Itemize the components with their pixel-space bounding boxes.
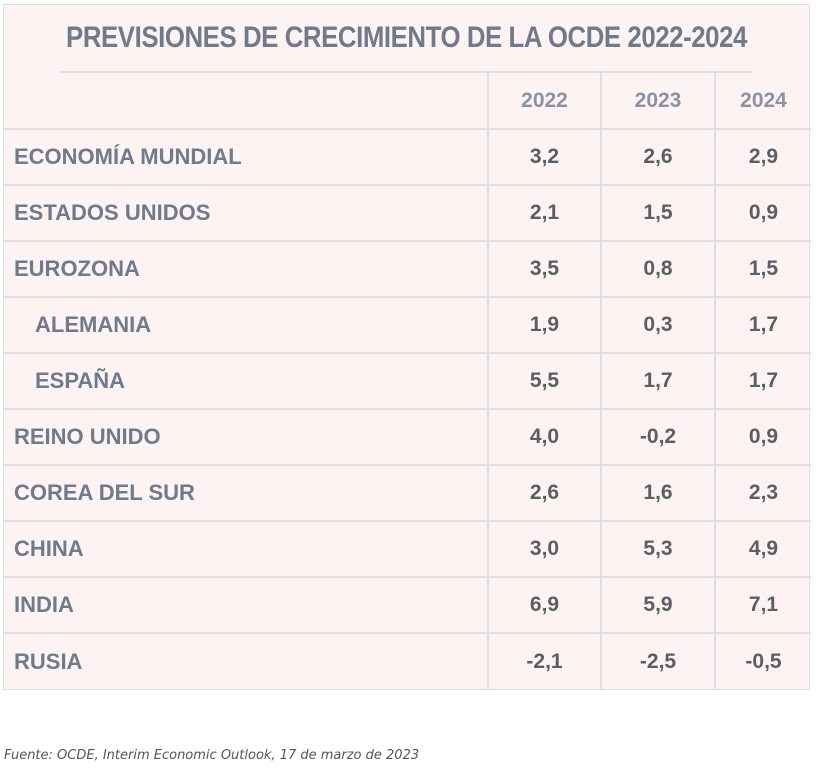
row-label: ALEMANIA: [4, 296, 489, 354]
table-row: EUROZONA 3,5 0,8 1,5: [4, 240, 811, 298]
value-cell-2022: 2,6: [487, 464, 602, 522]
value-cell-2024: 0,9: [714, 408, 811, 466]
value-cell-2024: 1,5: [714, 240, 811, 298]
value-cell-2022: 4,0: [487, 408, 602, 466]
value-cell-2023: 1,7: [600, 352, 716, 410]
table-row: RUSIA -2,1 -2,5 -0,5: [4, 632, 811, 689]
value-cell-2023: 2,6: [600, 129, 716, 186]
value-cell-2023: 5,3: [600, 520, 716, 578]
value-cell-2022: 1,9: [487, 296, 602, 354]
row-label: EUROZONA: [4, 240, 489, 298]
value-cell-2023: 1,6: [600, 464, 716, 522]
row-label: INDIA: [4, 576, 489, 634]
table-row: REINO UNIDO 4,0 -0,2 0,9: [4, 408, 811, 466]
value-cell-2023: -2,5: [600, 632, 716, 689]
table-row: CHINA 3,0 5,3 4,9: [4, 520, 811, 578]
value-cell-2022: 3,0: [487, 520, 602, 578]
table-body: ECONOMÍA MUNDIAL 3,2 2,6 2,9 ESTADOS UNIDOS 2…: [4, 129, 811, 689]
row-label: COREA DEL SUR: [4, 464, 489, 522]
column-header-2022: 2022: [487, 73, 602, 130]
column-header-2023: 2023: [600, 73, 716, 130]
value-cell-2022: 5,5: [487, 352, 602, 410]
value-cell-2024: 4,9: [714, 520, 811, 578]
growth-table: PREVISIONES DE CRECIMIENTO DE LA OCDE 20…: [3, 4, 811, 690]
forecast-table: 2022 2023 2024 ECONOMÍA MUNDIAL 3,2 2,6 2,9…: [4, 73, 811, 689]
value-cell-2024: 2,3: [714, 464, 811, 522]
table-row: ESTADOS UNIDOS 2,1 1,5 0,9: [4, 184, 811, 242]
row-label: ESPAÑA: [4, 352, 489, 410]
table-row: INDIA 6,9 5,9 7,1: [4, 576, 811, 634]
value-cell-2023: -0,2: [600, 408, 716, 466]
value-cell-2024: 7,1: [714, 576, 811, 634]
table-row: ECONOMÍA MUNDIAL 3,2 2,6 2,9: [4, 129, 811, 186]
value-cell-2022: 3,5: [487, 240, 602, 298]
value-cell-2022: 6,9: [487, 576, 602, 634]
row-label: REINO UNIDO: [4, 408, 489, 466]
source-note: Fuente: OCDE, Interim Economic Outlook, …: [4, 748, 420, 763]
value-cell-2023: 0,8: [600, 240, 716, 298]
value-cell-2023: 0,3: [600, 296, 716, 354]
table-row: ALEMANIA 1,9 0,3 1,7: [4, 296, 811, 354]
header-row: 2022 2023 2024: [4, 73, 811, 130]
value-cell-2024: -0,5: [714, 632, 811, 689]
value-cell-2022: -2,1: [487, 632, 602, 689]
column-header-2024: 2024: [714, 73, 811, 130]
row-label: CHINA: [4, 520, 489, 578]
row-label: RUSIA: [4, 632, 489, 689]
table-title: PREVISIONES DE CRECIMIENTO DE LA OCDE 20…: [60, 5, 753, 73]
value-cell-2024: 1,7: [714, 296, 811, 354]
row-label: ECONOMÍA MUNDIAL: [4, 129, 489, 186]
value-cell-2024: 0,9: [714, 184, 811, 242]
value-cell-2024: 2,9: [714, 129, 811, 186]
header-empty-cell: [4, 73, 489, 130]
value-cell-2023: 5,9: [600, 576, 716, 634]
value-cell-2022: 2,1: [487, 184, 602, 242]
row-label: ESTADOS UNIDOS: [4, 184, 489, 242]
value-cell-2024: 1,7: [714, 352, 811, 410]
value-cell-2022: 3,2: [487, 129, 602, 186]
table-row: ESPAÑA 5,5 1,7 1,7: [4, 352, 811, 410]
table-row: COREA DEL SUR 2,6 1,6 2,3: [4, 464, 811, 522]
value-cell-2023: 1,5: [600, 184, 716, 242]
